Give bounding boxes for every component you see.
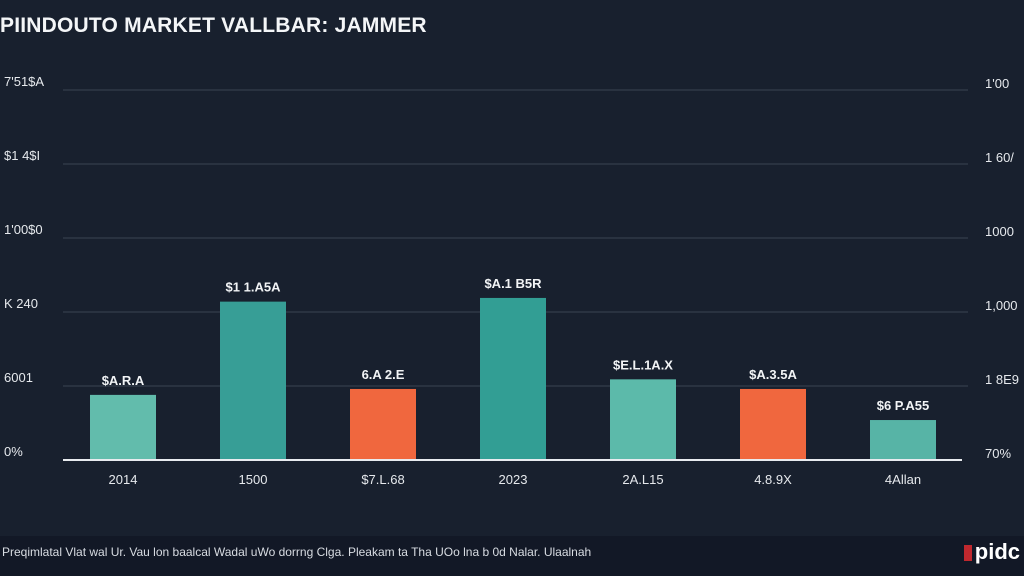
bar bbox=[480, 297, 546, 460]
x-tick-label: 2014 bbox=[109, 472, 138, 487]
bar bbox=[90, 394, 156, 460]
y-tick-label-right: 70% bbox=[985, 446, 1011, 461]
x-tick-label: 4Allan bbox=[885, 472, 921, 487]
bar-value-label: $1 1.A5A bbox=[226, 280, 282, 295]
y-tick-label-left: 1'00$0 bbox=[4, 222, 43, 237]
bar bbox=[870, 420, 936, 460]
y-tick-label-right: 1,000 bbox=[985, 298, 1018, 313]
bar-value-label: $6 P.A55 bbox=[877, 398, 930, 413]
bar bbox=[350, 388, 416, 460]
y-tick-label-right: 1 60/ bbox=[985, 150, 1014, 165]
brand-logo: pidc bbox=[963, 539, 1020, 565]
y-tick-label-left: 7'51$A bbox=[4, 74, 44, 89]
y-tick-label-right: 1000 bbox=[985, 224, 1014, 239]
y-tick-label-left: $1 4$I bbox=[4, 148, 40, 163]
bar-chart: 0% 6001 K 240 1'00$0 $1 4$I 7'51$A 70% 1 8E9 1,0… bbox=[4, 74, 1019, 487]
bar bbox=[740, 388, 806, 460]
bar-value-label: $E.L.1A.X bbox=[613, 357, 673, 372]
x-tick-label: 1500 bbox=[239, 472, 268, 487]
bar-value-label: 6.A 2.E bbox=[362, 367, 405, 382]
logo-text: pidc bbox=[974, 539, 1020, 564]
bar-value-label: $A.1 B5R bbox=[484, 276, 542, 291]
bar-value-label: $A.R.A bbox=[102, 373, 145, 388]
bar bbox=[610, 379, 676, 460]
bar bbox=[220, 301, 286, 460]
bar-value-label: $A.3.5A bbox=[749, 367, 797, 382]
y-tick-label-left: 0% bbox=[4, 444, 23, 459]
logo-mark-icon bbox=[963, 545, 972, 562]
y-tick-label-right: 1 8E9 bbox=[985, 372, 1019, 387]
x-tick-label: 4.8.9X bbox=[754, 472, 792, 487]
y-tick-label-left: 6001 bbox=[4, 370, 33, 385]
chart-title: PIINDOUTO MARKET VALLBAR: JAMMER bbox=[0, 14, 427, 37]
footer: Preqimlatal Vlat wal Ur. Vau lon baalcal… bbox=[0, 536, 1024, 576]
x-tick-label: 2023 bbox=[499, 472, 528, 487]
footer-caption: Preqimlatal Vlat wal Ur. Vau lon baalcal… bbox=[2, 545, 592, 559]
y-tick-label-left: K 240 bbox=[4, 296, 38, 311]
x-tick-label: $7.L.68 bbox=[361, 472, 404, 487]
y-tick-label-right: 1'00 bbox=[985, 76, 1009, 91]
x-tick-label: 2A.L15 bbox=[622, 472, 663, 487]
